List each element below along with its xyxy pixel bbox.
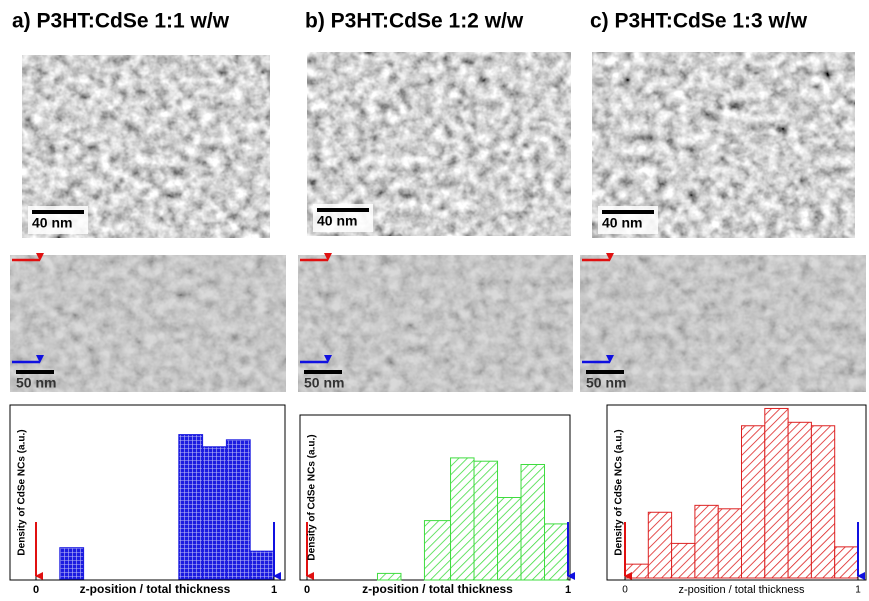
bar <box>473 460 499 581</box>
micrograph <box>580 255 866 392</box>
bar <box>647 511 673 579</box>
bar <box>225 439 251 580</box>
bar <box>520 464 546 581</box>
scale-bar <box>586 370 624 374</box>
scale-bar-label: 40 nm <box>602 215 642 231</box>
x-axis-label: z-position / total thickness <box>362 582 513 596</box>
scale-bar-label: 40 nm <box>32 215 72 231</box>
bar <box>59 547 85 580</box>
bar <box>694 504 719 579</box>
bar <box>624 563 649 579</box>
bar <box>787 421 812 579</box>
bar <box>423 520 452 581</box>
bar <box>764 407 789 579</box>
scale-bar-label: 40 nm <box>317 213 357 229</box>
x-tick-label: 1 <box>565 584 571 596</box>
scale-bar <box>32 210 84 214</box>
x-axis-label: z-position / total thickness <box>80 582 231 596</box>
micrograph <box>298 255 573 392</box>
x-tick-label: 0 <box>304 584 310 596</box>
bar <box>544 523 569 581</box>
scale-bar <box>16 370 54 374</box>
bar <box>671 542 696 579</box>
bar <box>202 446 227 580</box>
x-axis-label: z-position / total thickness <box>679 584 805 596</box>
bar <box>810 425 836 579</box>
x-tick-label: 1 <box>271 584 277 596</box>
micrograph <box>10 255 286 392</box>
scale-bar <box>317 208 369 212</box>
scale-bar <box>304 370 342 374</box>
panel-title: c) P3HT:CdSe 1:3 w/w <box>590 10 808 33</box>
micrograph-tint <box>10 255 286 392</box>
micrograph-tint <box>298 255 573 392</box>
bar <box>717 508 743 579</box>
micrograph-tint <box>580 255 866 392</box>
bar <box>741 425 766 579</box>
scale-bar <box>602 210 654 214</box>
bar <box>178 434 204 580</box>
y-axis-label: Density of CdSe NCs (a.u.) <box>614 429 625 555</box>
x-tick-label: 0 <box>622 585 628 596</box>
scale-bar-label: 50 nm <box>304 375 344 391</box>
bar <box>450 457 475 581</box>
y-axis-label: Density of CdSe NCs (a.u.) <box>17 429 28 555</box>
scale-bar-label: 50 nm <box>586 375 626 391</box>
bar <box>834 546 859 579</box>
panel-title: a) P3HT:CdSe 1:1 w/w <box>12 10 230 33</box>
x-tick-label: 1 <box>855 585 861 596</box>
bar <box>249 550 275 580</box>
y-axis-label: Density of CdSe NCs (a.u.) <box>307 434 318 560</box>
panel-title: b) P3HT:CdSe 1:2 w/w <box>305 10 524 33</box>
bar <box>497 497 522 581</box>
bar <box>376 572 402 581</box>
scale-bar-label: 50 nm <box>16 375 56 391</box>
x-tick-label: 0 <box>33 584 39 596</box>
